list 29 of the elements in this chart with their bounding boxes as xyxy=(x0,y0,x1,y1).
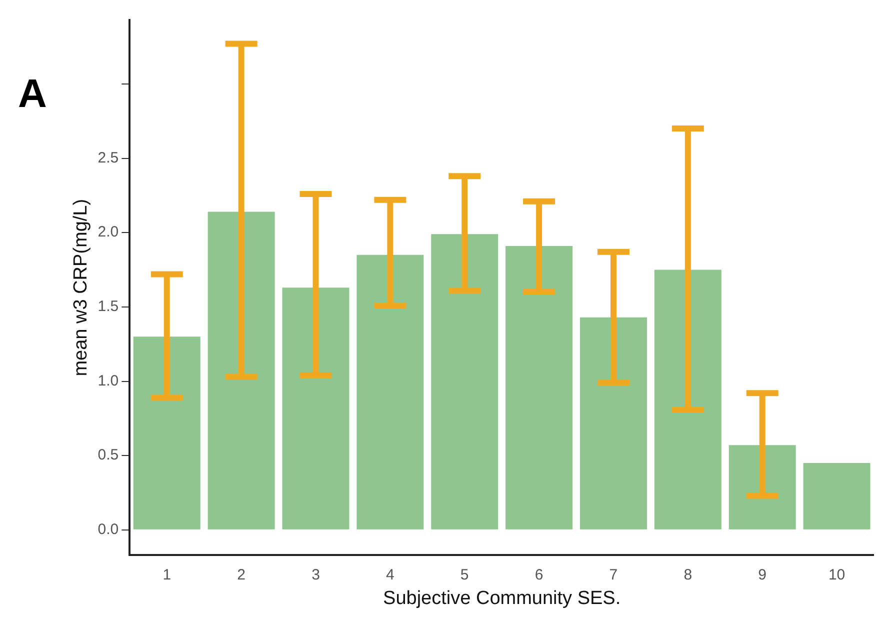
y-tick-label: 0.5 xyxy=(98,446,119,464)
bar xyxy=(580,317,647,530)
text: A xyxy=(18,72,47,116)
y-tick-label: 2.5 xyxy=(98,149,119,166)
x-tick-label: 9 xyxy=(758,566,767,584)
bar xyxy=(282,288,350,530)
bar xyxy=(728,445,796,530)
x-tick-label: 5 xyxy=(460,566,469,584)
bar xyxy=(654,270,722,530)
x-tick-label: 8 xyxy=(684,566,692,584)
bar xyxy=(431,234,498,530)
x-tick-label: 4 xyxy=(386,566,394,584)
x-axis-title: Subjective Community SES. xyxy=(383,588,621,609)
y-axis-title: mean w3 CRP(mg/L) xyxy=(70,198,92,376)
bar xyxy=(133,336,200,530)
bar xyxy=(356,254,424,530)
y-tick-label: 2.0 xyxy=(98,224,119,241)
x-tick-label: 2 xyxy=(237,566,246,584)
x-tick-label: 10 xyxy=(828,566,846,584)
y-tick-label: 1.5 xyxy=(98,298,119,316)
y-tick-label: 1.0 xyxy=(98,372,119,390)
bar xyxy=(506,246,573,530)
x-tick-label: 1 xyxy=(162,566,172,584)
x-tick-label: 3 xyxy=(312,566,320,584)
bar xyxy=(208,212,275,530)
x-tick-label: 6 xyxy=(534,566,544,584)
bar xyxy=(803,463,870,530)
y-tick-label: 0.0 xyxy=(98,521,119,538)
x-tick-label: 7 xyxy=(609,566,618,584)
